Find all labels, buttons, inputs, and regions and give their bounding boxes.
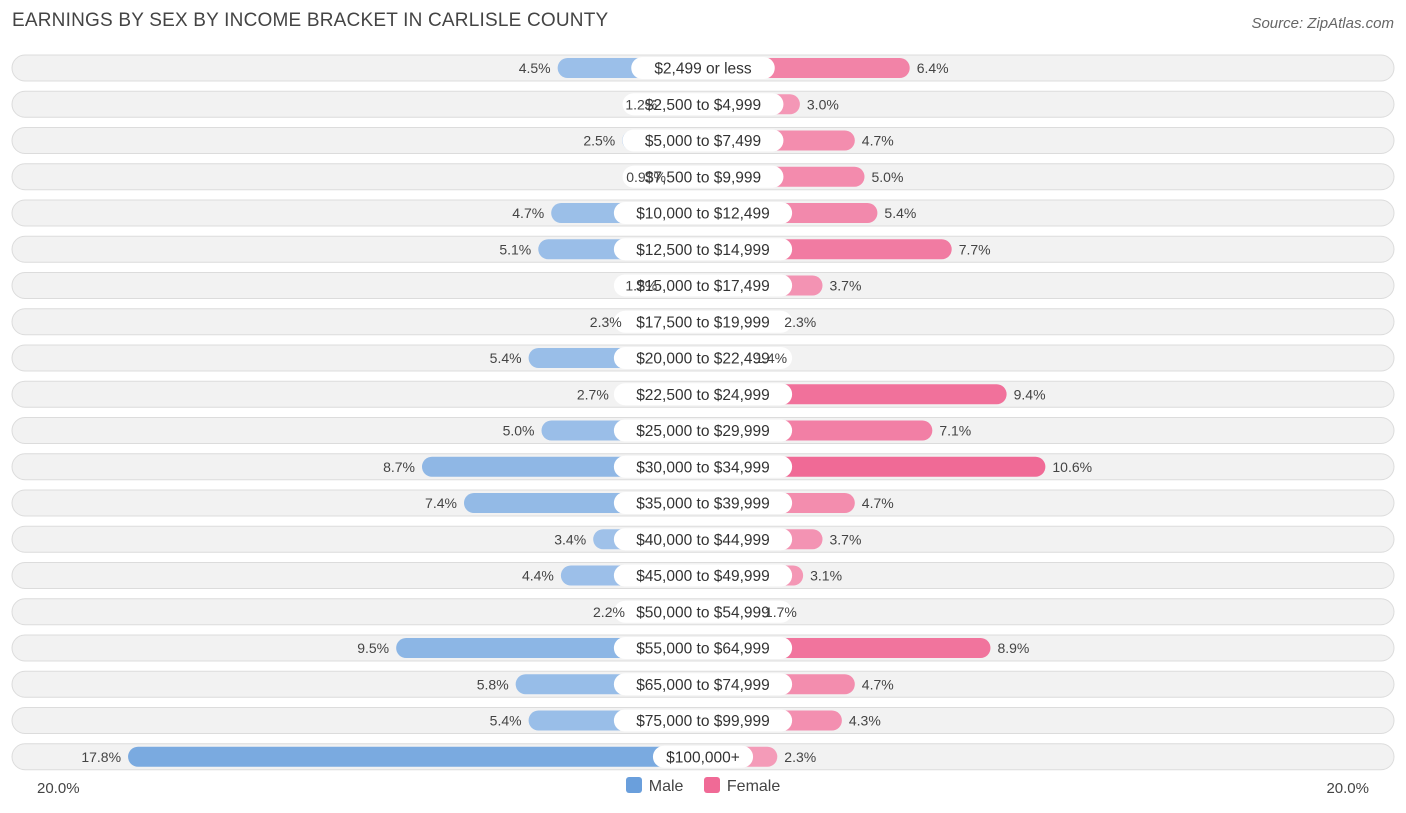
female-value-label: 4.7% <box>862 495 894 511</box>
category-label: $2,499 or less <box>654 61 752 78</box>
female-value-label: 9.4% <box>1014 386 1046 402</box>
category-label-bg <box>652 745 754 768</box>
female-value-label: 5.0% <box>872 169 904 185</box>
male-value-label: 4.4% <box>522 568 554 584</box>
category-label: $100,000+ <box>666 749 740 766</box>
category-label-bg <box>613 238 793 261</box>
category-label: $2,500 to $4,999 <box>645 97 761 114</box>
category-label: $15,000 to $17,499 <box>636 278 770 295</box>
female-value-label: 8.9% <box>997 640 1029 656</box>
male-value-label: 17.8% <box>81 749 121 765</box>
category-label-bg <box>613 274 793 297</box>
female-value-label: 10.6% <box>1052 459 1092 475</box>
female-value-label: 5.4% <box>884 205 916 221</box>
male-value-label: 7.4% <box>425 495 457 511</box>
category-label: $25,000 to $29,999 <box>636 423 770 440</box>
female-value-label: 4.7% <box>862 676 894 692</box>
male-value-label: 2.5% <box>583 133 615 149</box>
legend-swatch-female <box>703 777 720 793</box>
category-label-bg <box>613 202 793 224</box>
female-value-label: 4.3% <box>849 713 881 729</box>
male-value-label: 2.2% <box>593 604 625 620</box>
category-label-bg <box>613 673 793 696</box>
female-value-label: 3.1% <box>810 568 842 584</box>
male-bar <box>128 746 703 767</box>
male-value-label: 1.2% <box>625 278 657 294</box>
male-value-label: 5.8% <box>477 676 509 692</box>
category-label-bg <box>613 564 793 587</box>
category-label: $55,000 to $64,999 <box>636 641 770 658</box>
category-label: $35,000 to $39,999 <box>636 496 770 513</box>
category-label: $50,000 to $54,999 <box>636 604 770 621</box>
female-value-label: 1.4% <box>755 350 787 366</box>
legend: Male Female <box>0 777 1406 796</box>
legend-label-female: Female <box>726 778 781 795</box>
category-label-bg <box>613 347 793 369</box>
female-value-label: 3.7% <box>830 278 862 294</box>
category-label: $7,500 to $9,999 <box>645 169 761 186</box>
category-label-bg <box>613 600 793 623</box>
male-value-label: 5.4% <box>490 350 522 366</box>
category-label-bg <box>613 492 793 514</box>
category-label: $17,500 to $19,999 <box>636 314 770 331</box>
legend-label-male: Male <box>648 778 684 795</box>
category-label: $5,000 to $7,499 <box>645 133 761 150</box>
category-label-bg <box>622 129 784 152</box>
male-value-label: 4.7% <box>512 205 544 221</box>
female-value-label: 4.7% <box>862 133 894 149</box>
category-label-bg <box>613 383 793 406</box>
category-label: $75,000 to $99,999 <box>636 713 770 730</box>
legend-swatch-male <box>625 777 642 793</box>
female-value-label: 7.1% <box>939 423 971 439</box>
category-label: $12,500 to $14,999 <box>636 242 770 259</box>
male-value-label: 4.5% <box>519 60 551 76</box>
category-label: $40,000 to $44,999 <box>636 532 770 549</box>
category-label-bg <box>631 57 775 79</box>
source-credit: Source: ZipAtlas.com <box>1251 15 1394 32</box>
chart-title: EARNINGS BY SEX BY INCOME BRACKET IN CAR… <box>12 10 609 31</box>
female-value-label: 6.4% <box>917 60 949 76</box>
category-label-bg <box>613 419 793 442</box>
axis-right-label: 20.0% <box>1326 780 1369 797</box>
female-value-label: 7.7% <box>959 241 991 257</box>
category-label-bg <box>613 637 793 659</box>
legend-item-male[interactable]: Male <box>625 777 684 796</box>
category-label: $10,000 to $12,499 <box>636 206 770 223</box>
legend-item-female[interactable]: Female <box>703 777 781 796</box>
female-value-label: 2.3% <box>784 314 816 330</box>
male-value-label: 0.93% <box>626 169 666 185</box>
male-value-label: 5.4% <box>490 713 522 729</box>
category-label: $22,500 to $24,999 <box>636 387 770 404</box>
female-value-label: 1.7% <box>765 604 797 620</box>
male-value-label: 9.5% <box>357 640 389 656</box>
female-value-label: 3.0% <box>807 96 839 112</box>
category-label: $45,000 to $49,999 <box>636 568 770 585</box>
category-label: $30,000 to $34,999 <box>636 459 770 476</box>
category-label-bg <box>613 528 793 551</box>
axis-left-label: 20.0% <box>37 780 80 797</box>
male-value-label: 2.7% <box>577 386 609 402</box>
category-label: $20,000 to $22,499 <box>636 351 770 368</box>
female-value-label: 3.7% <box>830 531 862 547</box>
male-value-label: 1.2% <box>625 96 657 112</box>
male-value-label: 8.7% <box>383 459 415 475</box>
male-value-label: 5.0% <box>503 423 535 439</box>
female-value-label: 2.3% <box>784 749 816 765</box>
category-label: $65,000 to $74,999 <box>636 677 770 694</box>
male-value-label: 3.4% <box>554 531 586 547</box>
category-label-bg <box>613 310 793 333</box>
category-label-bg <box>622 93 784 116</box>
category-label-bg <box>622 165 784 188</box>
male-value-label: 2.3% <box>590 314 622 330</box>
male-value-label: 5.1% <box>499 241 531 257</box>
category-label-bg <box>613 709 793 732</box>
category-label-bg <box>613 455 793 478</box>
